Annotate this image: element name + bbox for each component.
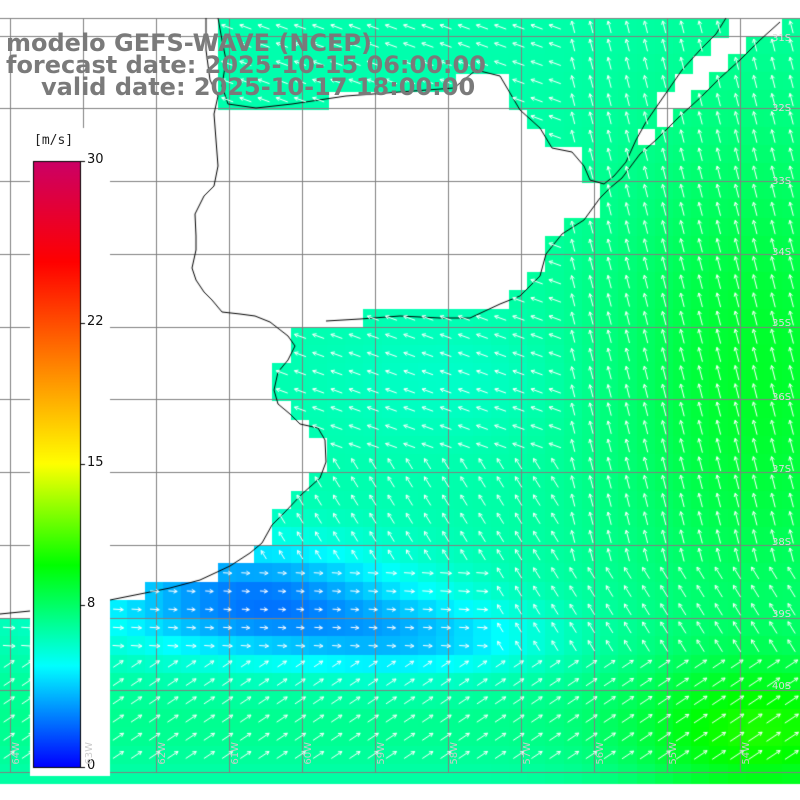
- latitude-label: 39S: [772, 609, 792, 620]
- colorbar-tick: 30: [87, 152, 104, 167]
- latitude-label: 34S: [772, 247, 792, 258]
- longitude-label: 61W: [230, 742, 241, 765]
- latitude-label: 40S: [772, 681, 792, 692]
- latitude-label: 33S: [772, 176, 792, 187]
- model-title: modelo GEFS-WAVE (NCEP): [6, 29, 372, 57]
- latitude-label: 38S: [772, 537, 792, 548]
- colorbar-tick: 0: [87, 758, 96, 773]
- latitude-label: 35S: [772, 318, 792, 329]
- forecast-date: forecast date: 2025-10-15 06:00:00: [6, 51, 486, 79]
- longitude-label: 64W: [11, 742, 22, 765]
- valid-date: valid date: 2025-10-17 18:00:00: [41, 73, 476, 101]
- longitude-label: 54W: [741, 742, 752, 765]
- colorbar-tick: 8: [87, 596, 96, 612]
- longitude-label: 58W: [449, 742, 460, 765]
- colorbar-tick: 22: [87, 313, 104, 329]
- latitude-label: 37S: [772, 464, 792, 475]
- longitude-label: 59W: [376, 742, 387, 765]
- colorbar-tick: 15: [87, 455, 104, 470]
- longitude-label: 57W: [522, 742, 533, 765]
- longitude-label: 55W: [668, 742, 679, 765]
- longitude-label: 62W: [157, 742, 168, 765]
- longitude-label: 60W: [303, 742, 314, 765]
- latitude-label: 31S: [772, 33, 792, 44]
- latitude-label: 36S: [772, 392, 792, 403]
- latitude-label: 32S: [772, 103, 792, 114]
- longitude-label: 56W: [595, 742, 606, 765]
- longitude-label: 63W: [84, 742, 95, 765]
- colorbar-unit: [m/s]: [34, 133, 74, 148]
